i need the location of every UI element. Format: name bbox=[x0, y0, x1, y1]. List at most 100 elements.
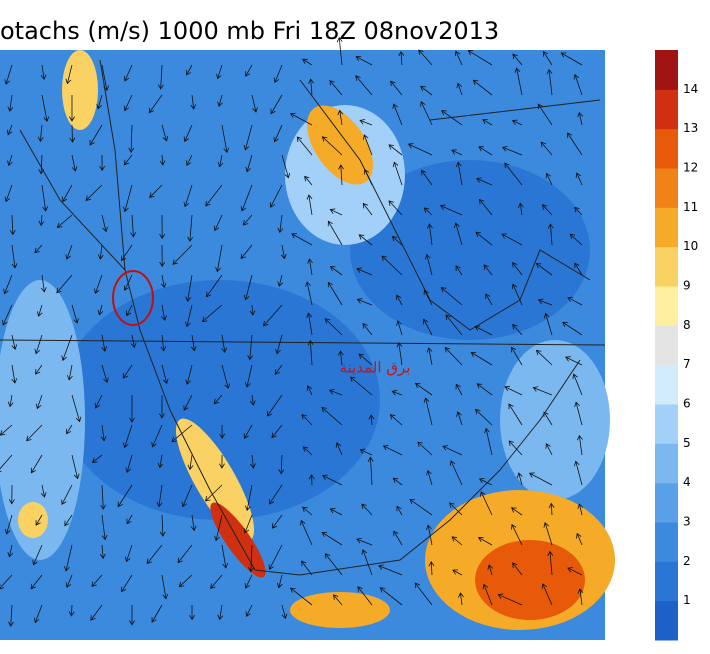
wind-arrow bbox=[213, 214, 223, 232]
wind-arrow bbox=[8, 604, 14, 627]
wind-arrow bbox=[216, 64, 223, 80]
wind-arrow bbox=[94, 274, 103, 295]
wind-arrow bbox=[396, 320, 403, 336]
wind-arrow bbox=[205, 184, 223, 207]
wind-arrow bbox=[161, 574, 169, 600]
wind-arrow bbox=[123, 64, 133, 82]
wind-arrow bbox=[130, 334, 137, 349]
wind-arrow bbox=[382, 445, 403, 456]
wind-arrow bbox=[359, 119, 373, 126]
wind-arrow bbox=[181, 484, 193, 508]
wind-arrow bbox=[149, 184, 163, 199]
wind-arrow bbox=[0, 424, 13, 436]
wind-arrow bbox=[71, 454, 80, 480]
wind-arrow bbox=[71, 394, 82, 423]
wind-arrow bbox=[289, 587, 313, 606]
wind-arrow bbox=[6, 124, 13, 136]
wind-arrow bbox=[328, 388, 343, 396]
wind-arrow bbox=[38, 214, 45, 227]
wind-arrow bbox=[71, 154, 78, 172]
wind-arrow bbox=[36, 304, 43, 317]
wind-arrow bbox=[512, 261, 523, 276]
wind-arrow bbox=[358, 353, 373, 366]
wind-arrow bbox=[130, 214, 137, 238]
wind-arrow bbox=[190, 334, 197, 352]
wind-arrow bbox=[388, 200, 403, 216]
wind-arrow bbox=[359, 448, 373, 456]
wind-arrow bbox=[30, 574, 43, 590]
wind-arrow bbox=[97, 244, 104, 260]
wind-arrow bbox=[467, 50, 493, 66]
wind-arrow bbox=[391, 235, 403, 246]
wind-arrow bbox=[393, 530, 403, 546]
wind-arrow bbox=[66, 424, 73, 435]
wind-arrow bbox=[266, 394, 283, 417]
wind-arrow bbox=[407, 143, 433, 156]
wind-arrow bbox=[129, 604, 135, 626]
wind-arrow bbox=[90, 604, 103, 621]
wind-arrow bbox=[439, 204, 463, 216]
wind-arrow bbox=[122, 364, 133, 379]
wind-arrow bbox=[475, 231, 493, 246]
wind-arrow bbox=[577, 503, 584, 516]
wind-arrow bbox=[422, 318, 433, 336]
wind-arrow bbox=[572, 373, 583, 396]
wind-arrow bbox=[417, 441, 433, 456]
wind-arrow bbox=[101, 334, 108, 352]
wind-arrow bbox=[185, 64, 193, 76]
wind-arrow bbox=[100, 484, 106, 510]
wind-arrow bbox=[11, 334, 18, 351]
wind-arrow bbox=[160, 274, 167, 289]
wind-arrow bbox=[543, 312, 553, 336]
wind-arrow bbox=[65, 574, 73, 588]
wind-arrow bbox=[4, 184, 13, 203]
wind-arrow bbox=[157, 454, 164, 469]
colorbar-label: 9 bbox=[683, 279, 691, 293]
wind-arrow bbox=[156, 484, 163, 508]
field-low bbox=[60, 280, 380, 520]
wind-arrow bbox=[337, 109, 344, 126]
wind-arrow bbox=[455, 161, 463, 186]
wind-arrow bbox=[426, 469, 433, 486]
wind-arrow bbox=[390, 80, 403, 96]
wind-arrow bbox=[560, 52, 583, 66]
wind-arrow bbox=[4, 514, 13, 535]
wind-arrow bbox=[512, 562, 523, 576]
wind-arrow bbox=[511, 523, 523, 546]
wind-arrow bbox=[452, 569, 463, 576]
wind-arrow bbox=[321, 407, 343, 426]
wind-arrow bbox=[482, 583, 493, 606]
colorbar-swatch bbox=[655, 89, 678, 130]
wind-arrow bbox=[100, 424, 107, 442]
wind-arrow bbox=[391, 390, 403, 396]
wind-arrow bbox=[151, 424, 163, 448]
wind-arrow bbox=[125, 304, 133, 317]
wind-arrow bbox=[508, 440, 523, 456]
wind-arrow bbox=[535, 263, 553, 276]
wind-arrow bbox=[388, 144, 403, 156]
wind-arrow bbox=[148, 94, 163, 114]
wind-arrow bbox=[240, 244, 253, 260]
wind-arrow bbox=[532, 386, 553, 396]
wind-arrow bbox=[159, 154, 166, 166]
wind-arrow bbox=[305, 281, 313, 306]
wind-arrow bbox=[562, 321, 583, 336]
wind-arrow bbox=[244, 364, 253, 388]
wind-arrow bbox=[94, 394, 103, 409]
wind-arrow bbox=[449, 502, 463, 516]
wind-arrow bbox=[185, 364, 193, 386]
wind-arrow bbox=[9, 214, 16, 236]
wind-arrow bbox=[565, 356, 583, 366]
wind-arrow bbox=[510, 346, 523, 366]
wind-arrow bbox=[449, 460, 463, 486]
wind-arrow bbox=[355, 75, 373, 96]
wind-arrow bbox=[124, 544, 133, 563]
wind-arrow bbox=[159, 244, 166, 268]
wind-arrow bbox=[367, 456, 374, 486]
wind-arrow bbox=[306, 312, 313, 336]
wind-arrow bbox=[215, 244, 223, 273]
wind-arrow bbox=[37, 124, 44, 143]
wind-arrow bbox=[392, 161, 403, 186]
wind-arrow bbox=[567, 567, 583, 576]
